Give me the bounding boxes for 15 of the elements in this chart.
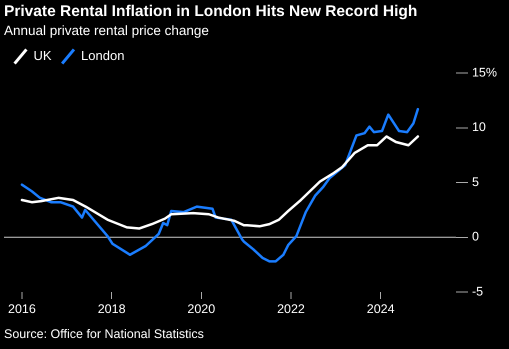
x-tick-label: 2018 bbox=[98, 302, 126, 316]
chart-subtitle: Annual private rental price change bbox=[4, 23, 209, 38]
x-tick-label: 2020 bbox=[187, 302, 216, 316]
legend-label: London bbox=[81, 48, 124, 64]
y-tick-label: 0 bbox=[472, 230, 479, 244]
x-tick-label: 2016 bbox=[8, 302, 36, 316]
x-tick-label: 2022 bbox=[277, 302, 305, 316]
y-tick-label: 15% bbox=[472, 65, 498, 80]
y-tick-label: -5 bbox=[472, 284, 484, 298]
legend-label: UK bbox=[34, 48, 52, 64]
source-note: Source: Office for National Statistics bbox=[4, 327, 204, 341]
x-tick-label: 2024 bbox=[366, 302, 395, 316]
chart-title: Private Rental Inflation in London Hits New Record High bbox=[4, 3, 418, 21]
y-tick-label: 10 bbox=[472, 120, 486, 134]
y-tick-label: 5 bbox=[472, 174, 479, 189]
